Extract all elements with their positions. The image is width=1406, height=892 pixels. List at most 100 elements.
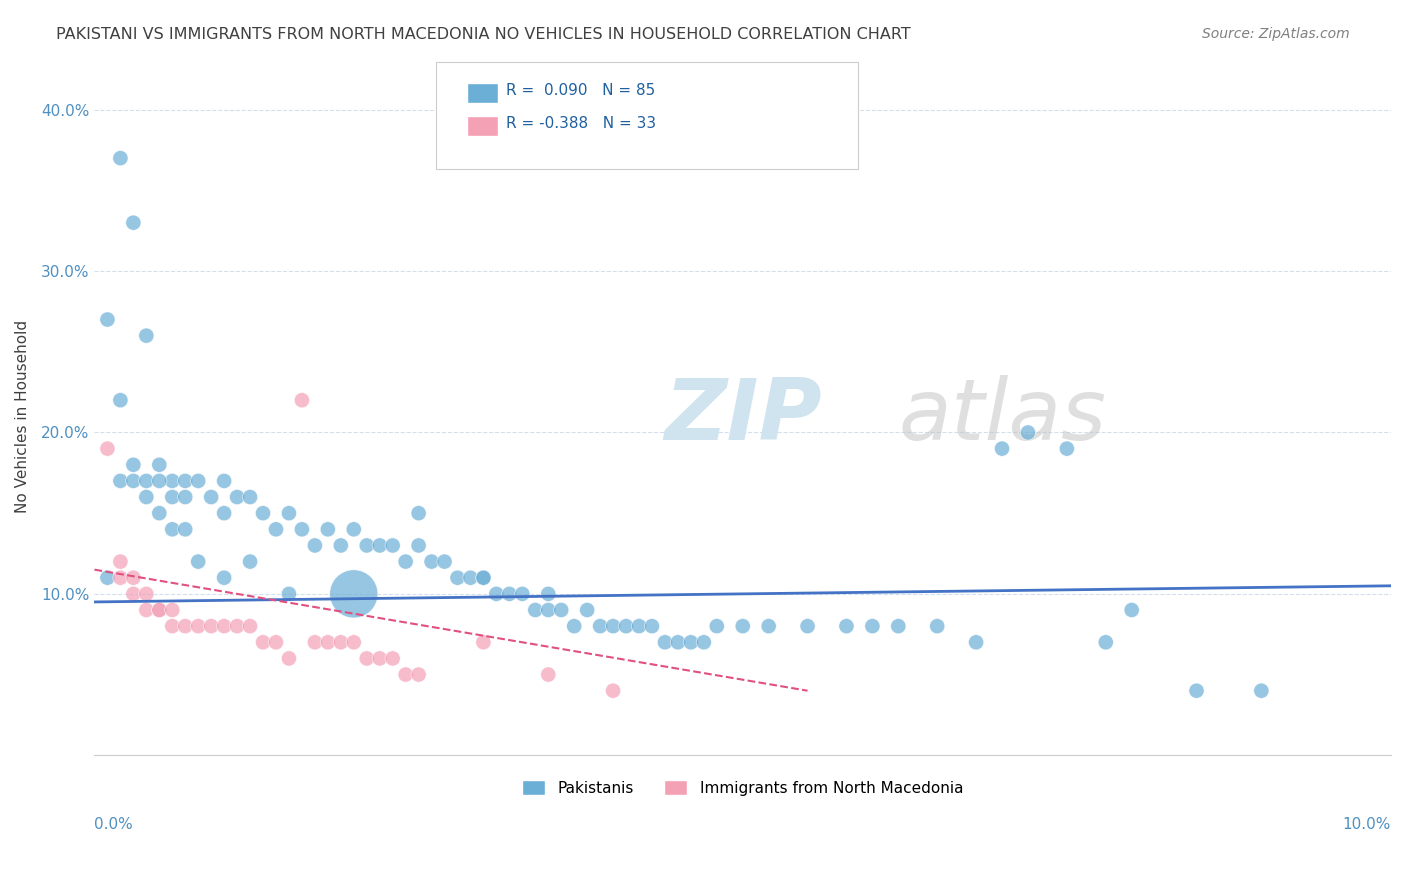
Point xyxy=(239,555,262,569)
Point xyxy=(965,635,987,649)
Point xyxy=(381,538,404,552)
Point xyxy=(148,506,170,520)
Point xyxy=(135,474,157,488)
Point xyxy=(291,522,314,536)
Text: atlas: atlas xyxy=(898,375,1107,458)
Point xyxy=(110,151,132,165)
Text: ZIP: ZIP xyxy=(664,375,821,458)
Point xyxy=(356,651,378,665)
Point xyxy=(174,619,197,633)
Point xyxy=(395,555,418,569)
Point xyxy=(420,555,443,569)
Point xyxy=(110,571,132,585)
Point xyxy=(200,490,222,504)
Point xyxy=(135,587,157,601)
Point xyxy=(731,619,754,633)
Point xyxy=(835,619,858,633)
Point xyxy=(148,474,170,488)
Point xyxy=(408,538,430,552)
Legend: Pakistanis, Immigrants from North Macedonia: Pakistanis, Immigrants from North Macedo… xyxy=(516,773,969,802)
Point xyxy=(122,571,145,585)
Point xyxy=(887,619,910,633)
Point xyxy=(395,667,418,681)
Point xyxy=(654,635,676,649)
Point xyxy=(212,506,235,520)
Point xyxy=(991,442,1014,456)
Point xyxy=(472,571,495,585)
Point xyxy=(174,490,197,504)
Point xyxy=(614,619,637,633)
Point xyxy=(278,506,301,520)
Point xyxy=(187,555,209,569)
Point xyxy=(316,522,339,536)
Point xyxy=(162,603,184,617)
Point xyxy=(1056,442,1078,456)
Point xyxy=(693,635,716,649)
Point xyxy=(135,603,157,617)
Point xyxy=(796,619,818,633)
Point xyxy=(291,393,314,408)
Point xyxy=(187,619,209,633)
Point xyxy=(602,683,624,698)
Point xyxy=(446,571,468,585)
Point xyxy=(252,635,274,649)
Point xyxy=(562,619,585,633)
Point xyxy=(1250,683,1272,698)
Text: 10.0%: 10.0% xyxy=(1343,816,1391,831)
Point xyxy=(343,587,366,601)
Text: Source: ZipAtlas.com: Source: ZipAtlas.com xyxy=(1202,27,1350,41)
Point xyxy=(212,474,235,488)
Point xyxy=(239,490,262,504)
Point xyxy=(264,635,287,649)
Point xyxy=(162,474,184,488)
Point xyxy=(356,538,378,552)
Point xyxy=(252,506,274,520)
Text: R = -0.388   N = 33: R = -0.388 N = 33 xyxy=(506,117,657,131)
Point xyxy=(122,216,145,230)
Point xyxy=(927,619,949,633)
Point xyxy=(212,619,235,633)
Point xyxy=(148,603,170,617)
Text: R =  0.090   N = 85: R = 0.090 N = 85 xyxy=(506,84,655,98)
Point xyxy=(381,651,404,665)
Point xyxy=(304,538,326,552)
Point xyxy=(706,619,728,633)
Point xyxy=(162,490,184,504)
Point xyxy=(1094,635,1116,649)
Point xyxy=(368,538,391,552)
Point xyxy=(110,474,132,488)
Point xyxy=(343,635,366,649)
Text: PAKISTANI VS IMMIGRANTS FROM NORTH MACEDONIA NO VEHICLES IN HOUSEHOLD CORRELATIO: PAKISTANI VS IMMIGRANTS FROM NORTH MACED… xyxy=(56,27,911,42)
Point xyxy=(122,587,145,601)
Point xyxy=(304,635,326,649)
Point xyxy=(162,522,184,536)
Point xyxy=(135,328,157,343)
Point xyxy=(537,667,560,681)
Point xyxy=(666,635,689,649)
Point xyxy=(1185,683,1208,698)
Point xyxy=(343,522,366,536)
Point xyxy=(472,571,495,585)
Point xyxy=(758,619,780,633)
Point xyxy=(122,458,145,472)
Point xyxy=(226,619,249,633)
Point xyxy=(472,635,495,649)
Point xyxy=(602,619,624,633)
Point xyxy=(408,506,430,520)
Y-axis label: No Vehicles in Household: No Vehicles in Household xyxy=(15,320,30,513)
Point xyxy=(1121,603,1143,617)
Point xyxy=(408,667,430,681)
Point xyxy=(96,571,118,585)
Point xyxy=(200,619,222,633)
Point xyxy=(679,635,702,649)
Point xyxy=(576,603,599,617)
Point xyxy=(329,635,352,649)
Point xyxy=(460,571,482,585)
Point xyxy=(510,587,533,601)
Point xyxy=(368,651,391,665)
Point xyxy=(212,571,235,585)
Point xyxy=(239,619,262,633)
Point xyxy=(329,538,352,552)
Point xyxy=(278,651,301,665)
Point xyxy=(187,474,209,488)
